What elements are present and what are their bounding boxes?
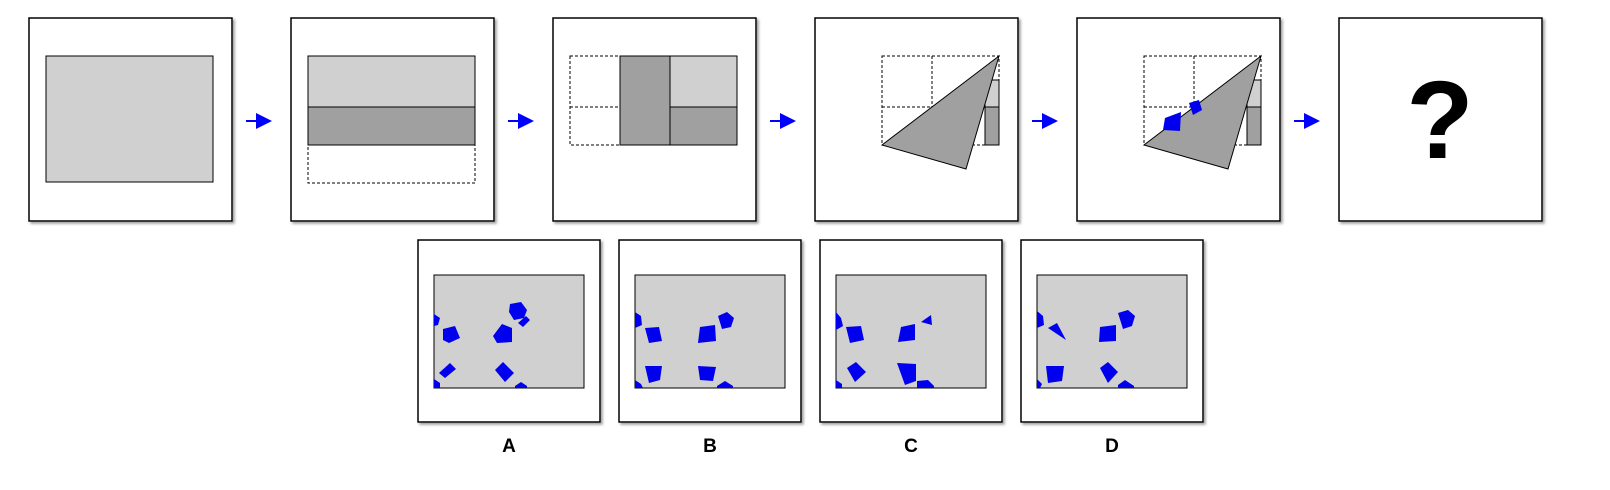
- option-b[interactable]: [618, 239, 802, 423]
- punch-hole: [1118, 310, 1135, 329]
- punch-hole: [698, 325, 716, 343]
- punch-hole: [493, 324, 512, 343]
- option-label-a[interactable]: A: [502, 436, 516, 457]
- punch-hole: [434, 314, 440, 326]
- step-3-panel: [552, 17, 757, 222]
- punch-hole: [509, 302, 527, 320]
- punch-hole: [495, 362, 514, 382]
- punch-hole: [836, 312, 843, 330]
- punch-hole: [717, 381, 733, 388]
- option-label-d[interactable]: D: [1105, 436, 1119, 457]
- punch-hole: [1099, 325, 1116, 342]
- paper-top: [669, 55, 738, 108]
- punch-hole: [917, 380, 934, 388]
- option-c[interactable]: [819, 239, 1003, 423]
- punch-hole: [443, 326, 460, 343]
- punch-hole: [645, 327, 662, 343]
- folded-triangle: [880, 54, 1000, 170]
- punch-hole: [434, 379, 440, 388]
- step-5-panel: [1076, 17, 1281, 222]
- question-mark: ?: [1406, 59, 1473, 182]
- paper-sheet: [45, 55, 214, 183]
- punch-hole: [718, 312, 734, 329]
- folded-flap: [619, 55, 671, 146]
- punch-hole: [698, 366, 716, 381]
- folded-triangle: [1142, 54, 1262, 170]
- punch-hole: [846, 326, 864, 343]
- question-panel: ?: [1338, 17, 1543, 222]
- punch-hole: [518, 316, 530, 327]
- punch-hole: [635, 380, 643, 388]
- punch-hole: [921, 315, 932, 325]
- punch-hole: [898, 324, 915, 342]
- punch-hole: [439, 363, 456, 378]
- punch-hole: [1037, 311, 1044, 328]
- original-outline: [307, 144, 476, 184]
- punch-hole: [1046, 366, 1064, 383]
- punch-hole: [1189, 100, 1202, 115]
- punch-hole: [1118, 380, 1134, 388]
- paper-bottom: [669, 106, 738, 146]
- punch-hole: [897, 363, 916, 385]
- option-label-b[interactable]: B: [703, 436, 717, 457]
- paper-top: [307, 55, 476, 108]
- punch-hole: [635, 312, 642, 328]
- punch-hole: [1037, 379, 1042, 388]
- punch-hole: [1163, 112, 1181, 131]
- step-2-panel: [290, 17, 495, 222]
- punch-hole: [836, 380, 842, 388]
- punch-hole: [1048, 323, 1066, 340]
- option-d[interactable]: [1020, 239, 1204, 423]
- paper-remaining: [984, 106, 1000, 146]
- punch-hole: [515, 382, 527, 388]
- punch-hole: [847, 362, 866, 382]
- option-label-c[interactable]: C: [904, 436, 918, 457]
- step-1-panel: [28, 17, 233, 222]
- step-4-panel: [814, 17, 1019, 222]
- option-a[interactable]: [417, 239, 601, 423]
- punch-hole: [645, 366, 662, 383]
- folded-flap: [307, 106, 476, 146]
- punch-hole: [1100, 362, 1118, 383]
- original-outline: [569, 55, 621, 146]
